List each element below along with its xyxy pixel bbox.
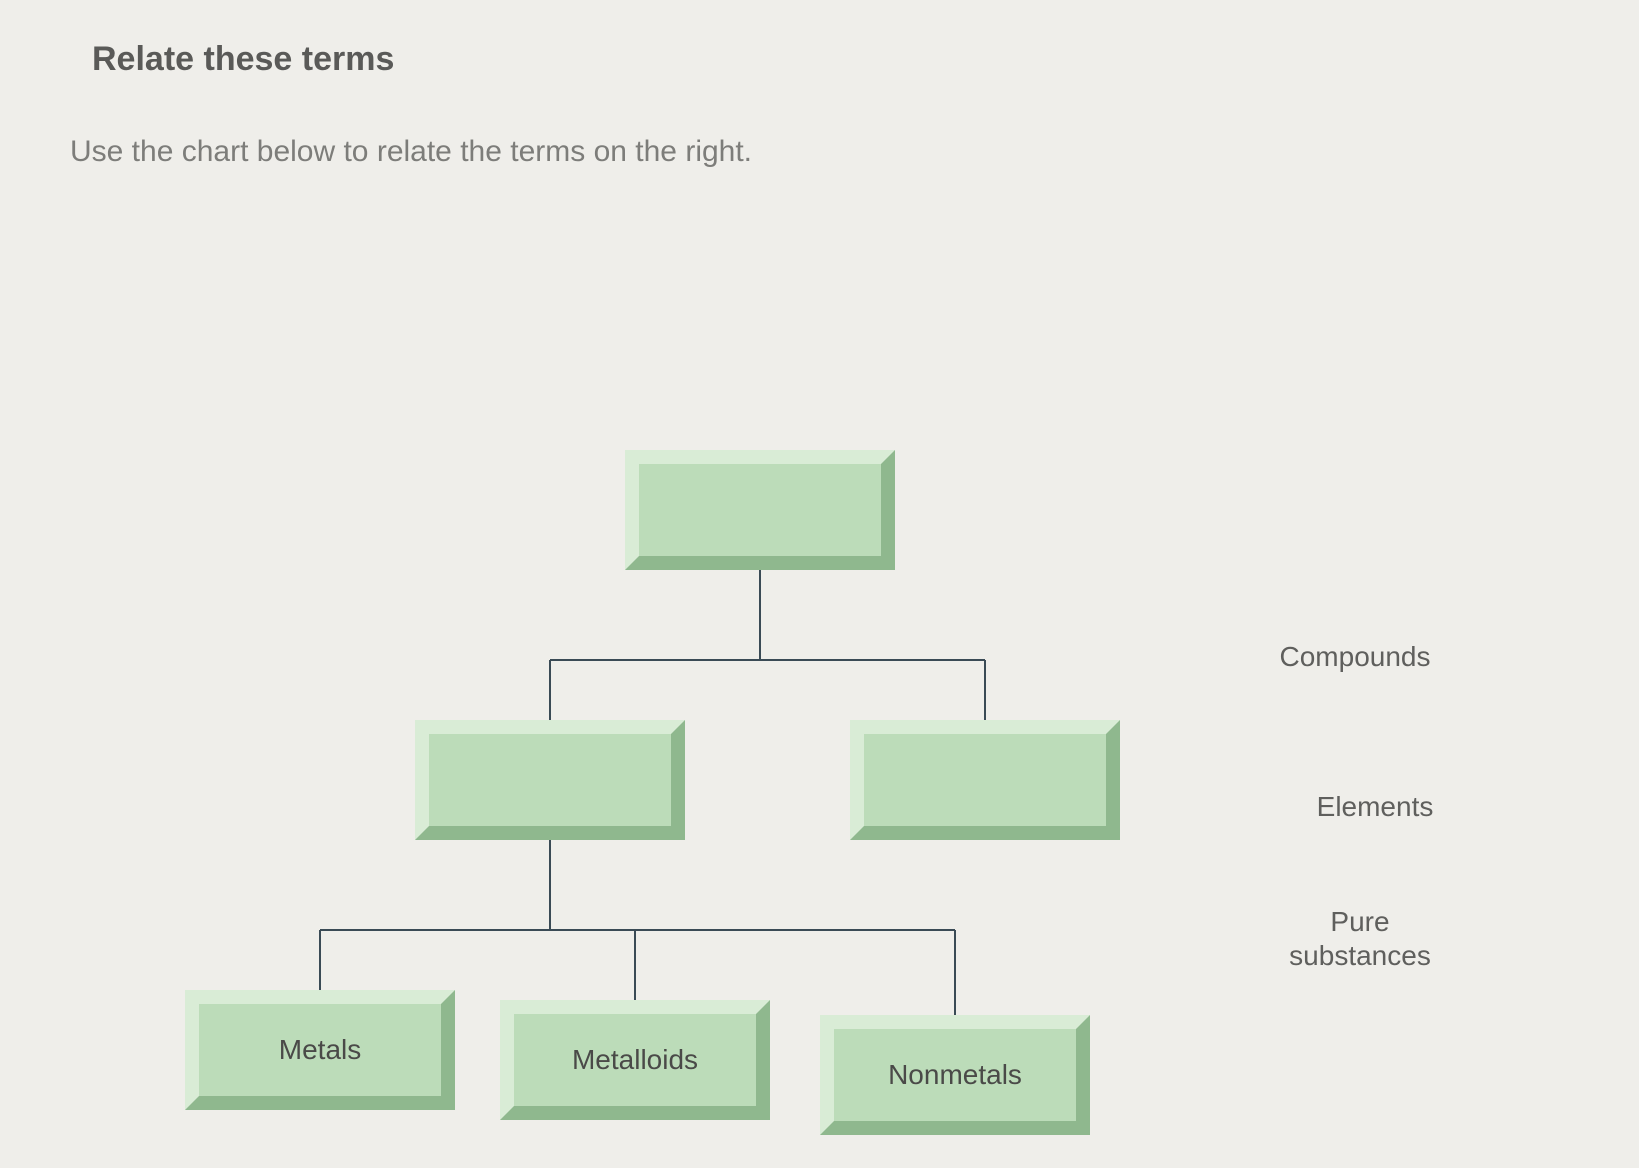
term-pure-substances[interactable]: Pure substances [1250, 905, 1470, 972]
tree-node-level2-left[interactable] [415, 720, 685, 840]
tree-node-label: Nonmetals [888, 1059, 1022, 1091]
page-instruction: Use the chart below to relate the terms … [70, 135, 752, 169]
tree-node-metalloids[interactable]: Metalloids [500, 1000, 770, 1120]
tree-node-nonmetals[interactable]: Nonmetals [820, 1015, 1090, 1135]
term-elements[interactable]: Elements [1275, 790, 1475, 824]
tree-node-root[interactable] [625, 450, 895, 570]
tree-node-metals[interactable]: Metals [185, 990, 455, 1110]
term-compounds[interactable]: Compounds [1255, 640, 1455, 674]
tree-node-level2-right[interactable] [850, 720, 1120, 840]
page-title: Relate these terms [92, 40, 394, 79]
tree-node-label: Metalloids [572, 1044, 698, 1076]
tree-node-label: Metals [279, 1034, 361, 1066]
